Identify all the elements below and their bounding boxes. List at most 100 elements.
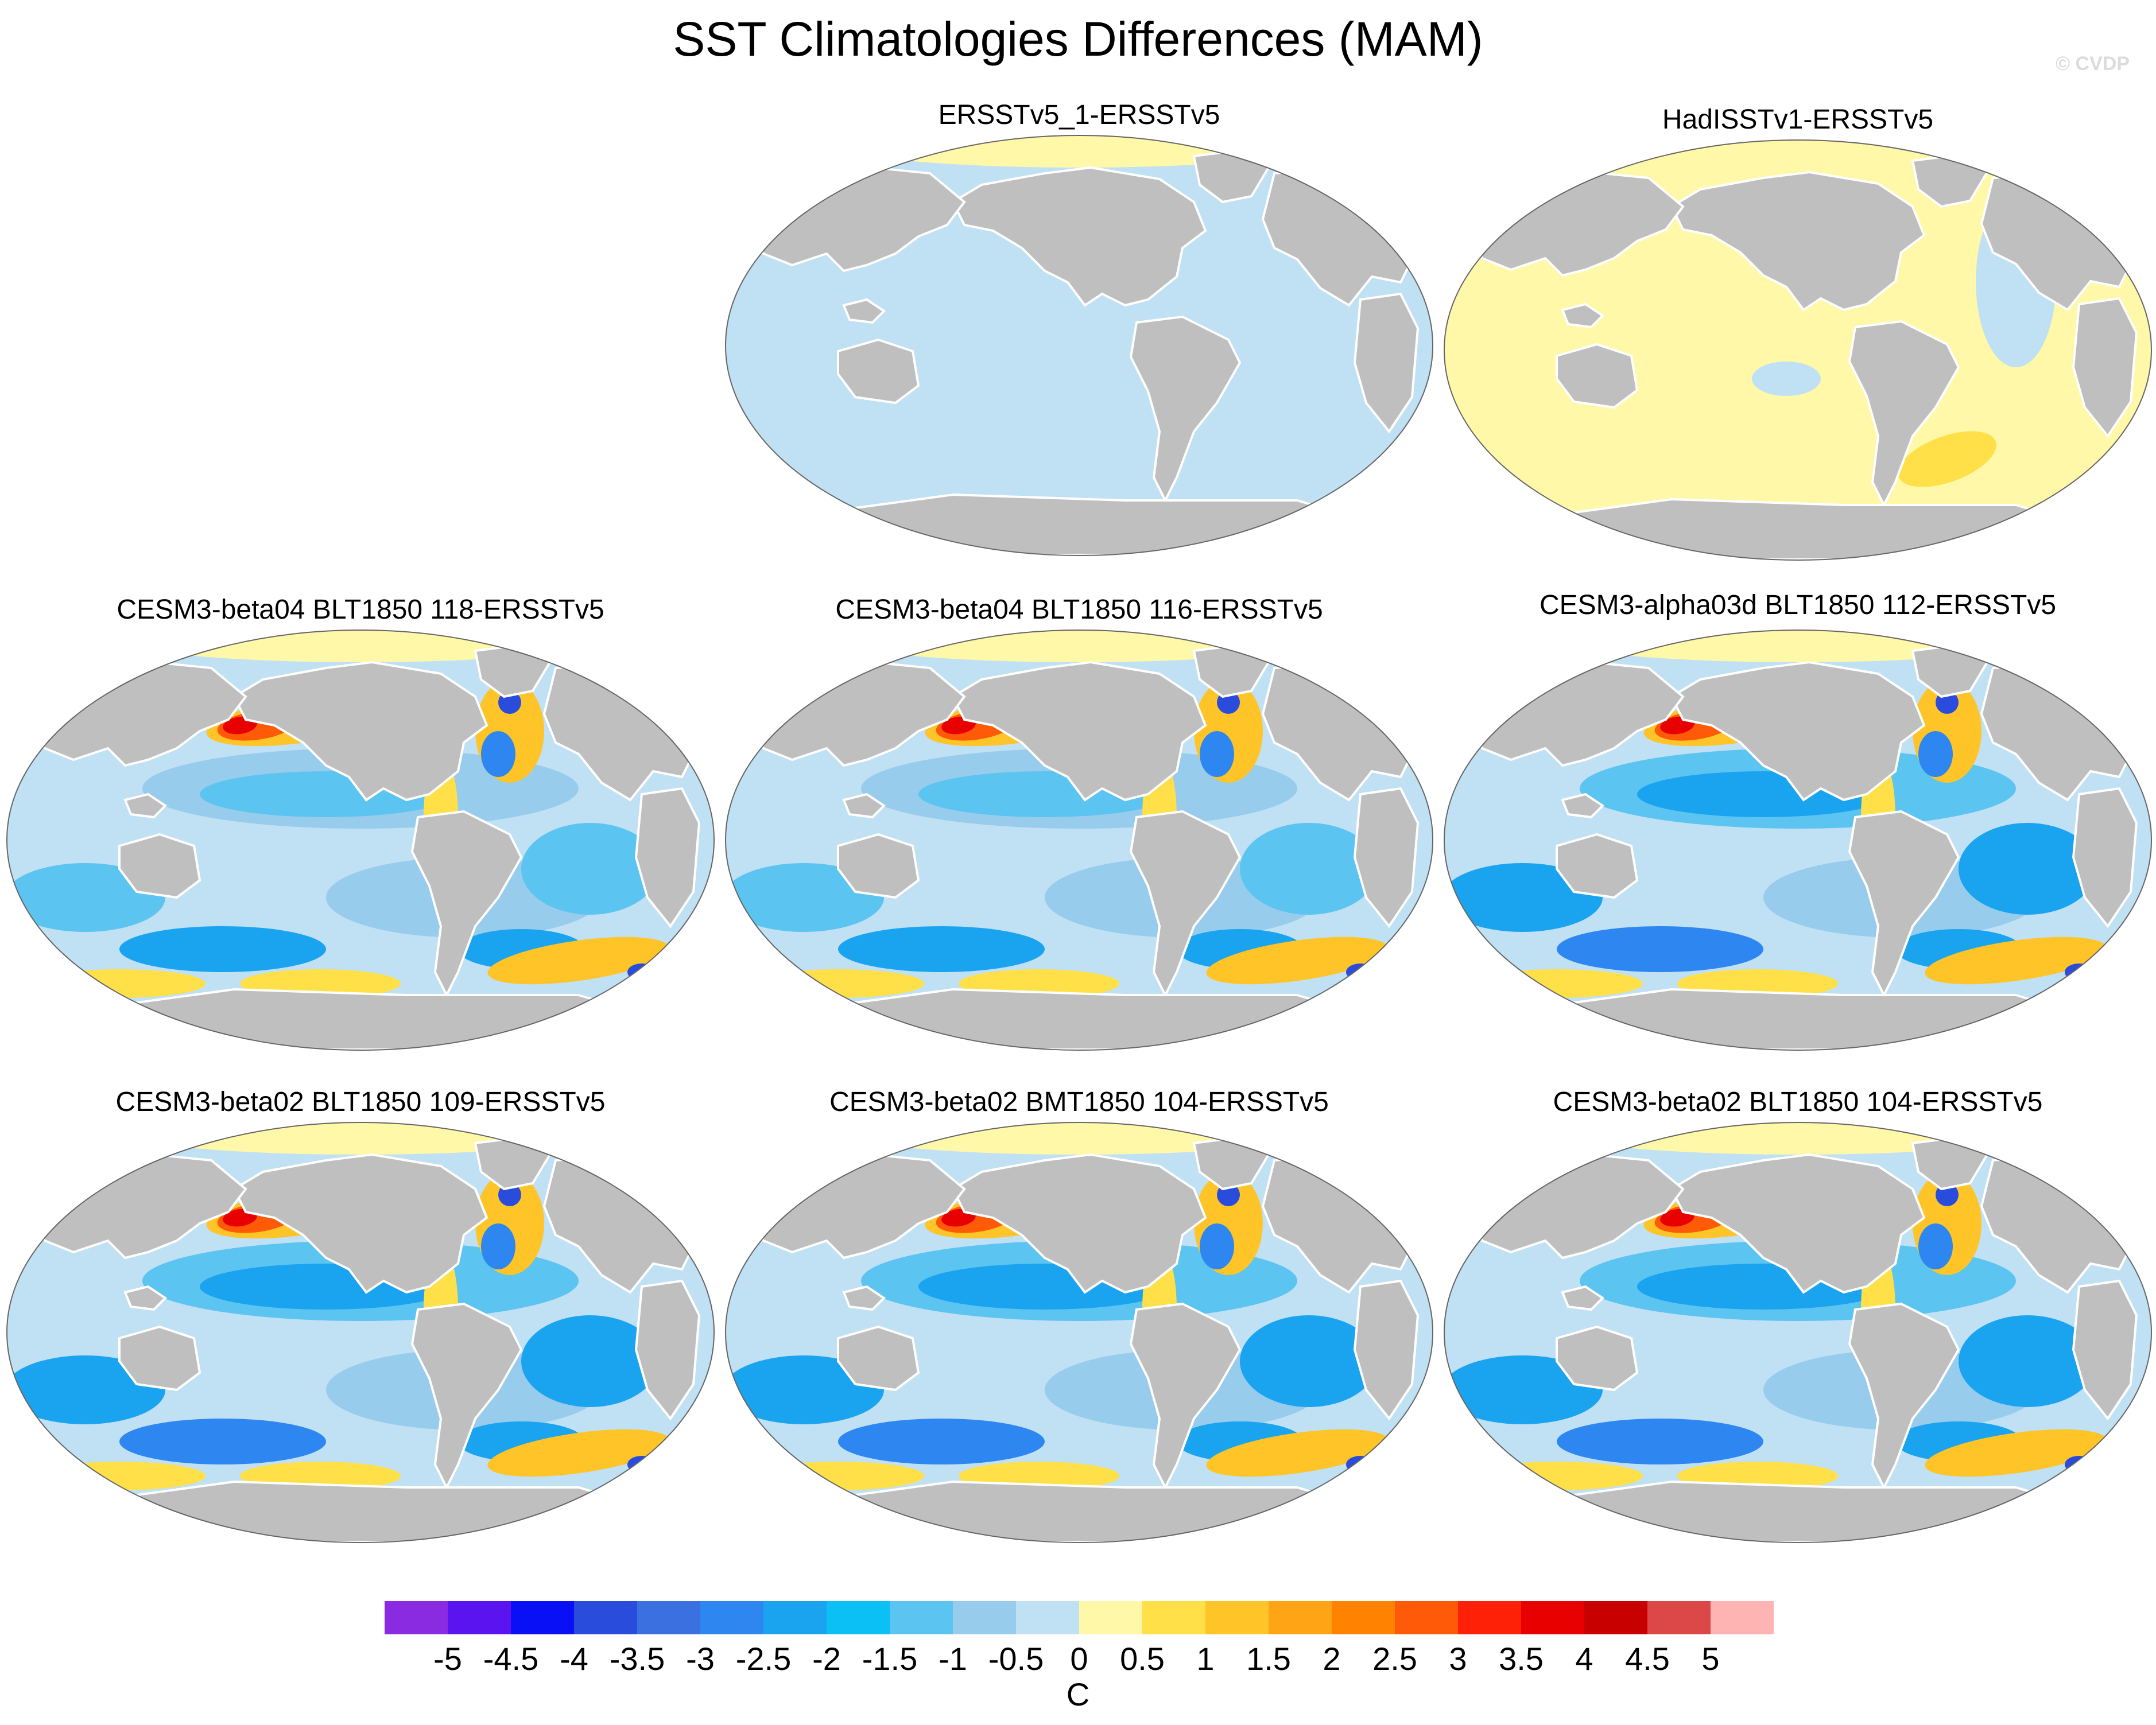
- sst-anomaly-region: [1200, 1223, 1234, 1269]
- colorbar-swatch: [1458, 1601, 1521, 1634]
- map-panel-4: [723, 628, 1435, 1052]
- colorbar-tick-label: 5: [1701, 1641, 1720, 1677]
- land-mass: [1670, 170, 1926, 312]
- colorbar-swatch: [1395, 1601, 1458, 1634]
- colorbar-swatch: [1647, 1601, 1711, 1634]
- colorbar-tick-label: -4.5: [483, 1641, 539, 1677]
- colorbar-swatch: [953, 1601, 1016, 1634]
- map-panel-8: [1442, 1120, 2154, 1545]
- land-mass: [1556, 343, 1639, 409]
- colorbar-swatch: [700, 1601, 763, 1634]
- colorbar: [385, 1601, 1774, 1634]
- sst-anomaly-region: [838, 1419, 1045, 1464]
- land-mass: [104, 988, 640, 1050]
- sst-anomaly-region: [838, 926, 1045, 972]
- map-panel-3: [5, 628, 716, 1052]
- colorbar-swatch: [385, 1601, 448, 1634]
- map-border: [6, 1122, 715, 1543]
- land-mass: [123, 792, 168, 819]
- land-mass: [1556, 1325, 1639, 1392]
- sst-anomaly-region: [1557, 1419, 1763, 1464]
- land-mass: [1848, 810, 1960, 998]
- land-mass: [823, 493, 1359, 555]
- colorbar-swatch: [574, 1601, 637, 1634]
- sst-anomaly-region: [1444, 1355, 1603, 1424]
- colorbar-swatch: [511, 1601, 574, 1634]
- land-mass: [842, 298, 886, 324]
- sst-anomaly-region: [1918, 731, 1953, 777]
- colorbar-tick-label: -2.5: [735, 1641, 792, 1677]
- sst-anomaly-region: [1959, 1315, 2096, 1407]
- colorbar-swatch: [763, 1601, 827, 1634]
- colorbar-tick-label: 0: [1070, 1641, 1088, 1677]
- panel-title-1: ERSSTv5_1-ERSSTv5: [938, 100, 1220, 130]
- colorbar-tick-label: -5: [433, 1641, 462, 1677]
- panel-title-7: CESM3-beta02 BMT1850 104-ERSSTv5: [829, 1087, 1329, 1117]
- panel-title-5: CESM3-alpha03d BLT1850 112-ERSSTv5: [1539, 590, 2057, 620]
- map-border: [725, 1122, 1433, 1543]
- land-mass: [2072, 1279, 2138, 1421]
- map-border: [1444, 630, 2152, 1051]
- sst-anomaly-region: [481, 1223, 515, 1269]
- land-mass: [842, 792, 886, 819]
- land-mass: [823, 988, 1359, 1050]
- colorbar-swatch: [1079, 1601, 1142, 1634]
- colorbar-swatch: [1332, 1601, 1395, 1634]
- sst-anomaly-region: [1898, 431, 1996, 487]
- sst-anomaly-region: [119, 926, 326, 972]
- sst-anomaly-region: [1925, 1429, 2107, 1477]
- sst-anomaly-region: [487, 1429, 670, 1477]
- colorbar-swatch: [827, 1601, 890, 1634]
- land-mass: [410, 1302, 523, 1490]
- map-border: [1444, 139, 2152, 561]
- land-mass: [1561, 1285, 1605, 1311]
- colorbar-tick-label: 2: [1323, 1641, 1341, 1677]
- figure-title: SST Climatologies Differences (MAM): [673, 12, 1483, 66]
- sst-anomaly-region: [1918, 1223, 1953, 1269]
- colorbar-swatch: [1142, 1601, 1205, 1634]
- sst-anomaly-region: [521, 1315, 659, 1407]
- panel-title-2: HadISSTv1-ERSSTv5: [1662, 104, 1934, 135]
- sst-anomaly-region: [627, 1456, 656, 1473]
- land-mass: [1670, 1153, 1926, 1294]
- colorbar-tick-label: 0.5: [1120, 1641, 1165, 1677]
- land-mass: [1353, 1279, 1420, 1421]
- sst-anomaly-region: [1206, 1429, 1389, 1477]
- land-mass: [410, 810, 523, 998]
- colorbar-tick-label: 4.5: [1625, 1641, 1670, 1677]
- colorbar-swatch: [890, 1601, 953, 1634]
- sst-anomaly-region: [1240, 1315, 1378, 1407]
- land-mass: [1670, 661, 1926, 802]
- land-mass: [2072, 787, 2138, 928]
- sst-anomaly-region: [7, 1355, 165, 1424]
- land-mass: [123, 1285, 168, 1311]
- sst-anomaly-region: [1206, 937, 1389, 985]
- map-panel-7: [723, 1120, 1435, 1545]
- colorbar-tick-label: 3.5: [1499, 1641, 1544, 1677]
- colorbar-ticks: -5 -4.5 -4 -3.5 -3 -2.5 -2 -1.5 -1 -0.5 0 0.5 1 1.5 2 2…: [385, 1640, 1774, 1680]
- land-mass: [1556, 833, 1639, 899]
- land-mass: [1848, 1302, 1960, 1490]
- colorbar-tick-label: 1.5: [1246, 1641, 1291, 1677]
- land-mass: [2072, 297, 2138, 438]
- land-mass: [837, 1325, 920, 1392]
- cvdp-watermark: © CVDP: [2056, 53, 2130, 75]
- sst-anomaly-region: [481, 731, 515, 777]
- land-mass: [232, 1153, 488, 1294]
- sst-anomaly-region: [1346, 963, 1375, 981]
- land-mass: [232, 661, 488, 802]
- sst-anomaly-region: [2065, 963, 2093, 981]
- land-mass: [951, 661, 1207, 802]
- sst-anomaly-region: [521, 823, 659, 915]
- land-mass: [1541, 988, 2077, 1050]
- land-mass: [1353, 292, 1420, 434]
- land-mass: [104, 1480, 640, 1543]
- colorbar-swatch: [448, 1601, 511, 1634]
- panel-title-3: CESM3-beta04 BLT1850 118-ERSSTv5: [117, 595, 604, 625]
- map-border: [725, 135, 1433, 556]
- land-mass: [634, 1279, 701, 1421]
- map-panel-1: [723, 133, 1435, 558]
- land-mass: [1129, 1302, 1242, 1490]
- land-mass: [842, 1285, 886, 1311]
- sst-anomaly-region: [726, 863, 884, 932]
